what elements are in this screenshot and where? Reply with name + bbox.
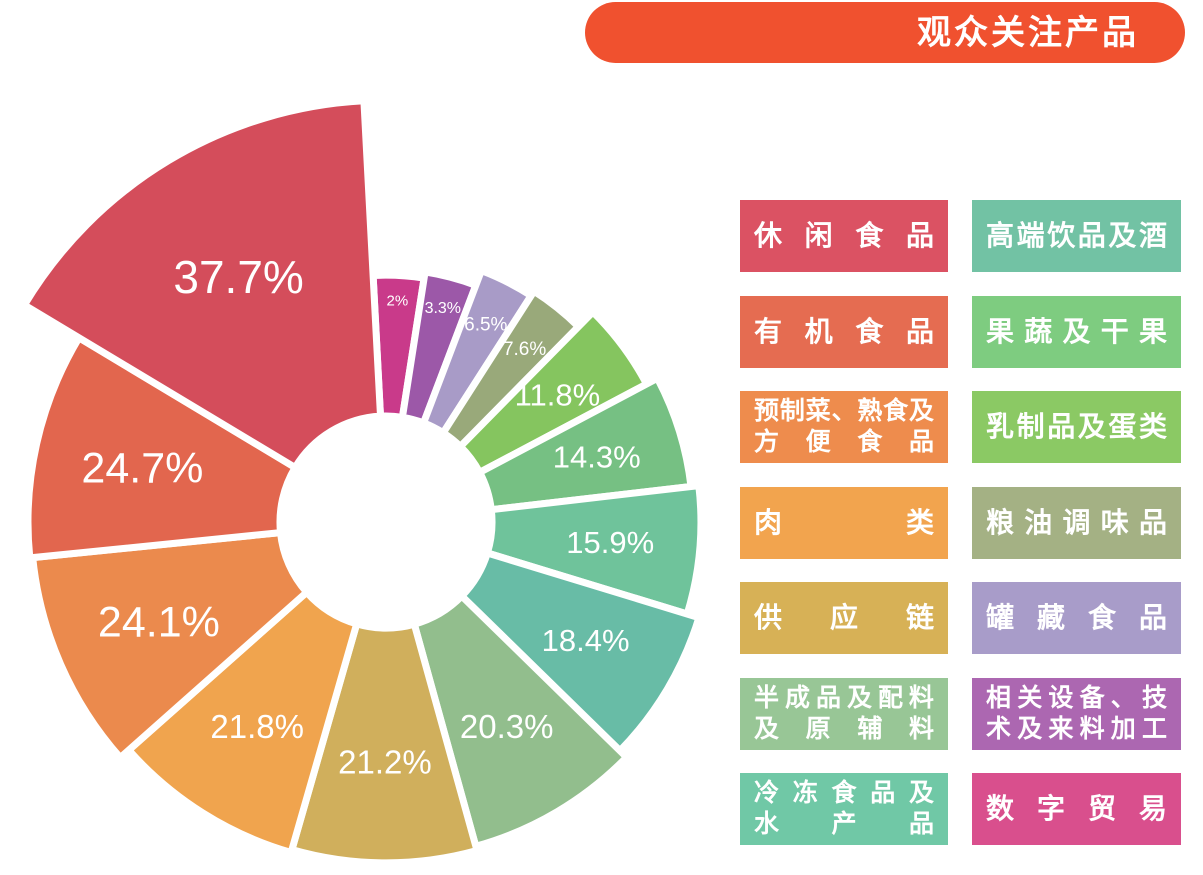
page-title: 观众关注产品 (917, 13, 1139, 52)
legend-item-13[interactable]: 冷冻食品及水产品 (740, 773, 948, 845)
pie-slice-14[interactable] (20, 97, 384, 471)
slice-value-label: 20.3% (460, 708, 554, 745)
pie-slice-7[interactable] (483, 482, 705, 618)
slice-value-label: 7.6% (503, 339, 546, 360)
legend-item-label: 相关设备、技 (986, 683, 1167, 712)
slice-value-label: 14.3% (553, 439, 641, 474)
legend-item-1[interactable]: 休闲食品 (740, 200, 948, 272)
legend-item-label: 数字贸易 (986, 793, 1167, 824)
pie-slice-9[interactable] (410, 592, 631, 850)
legend-item-label: 乳制品及蛋类 (986, 411, 1167, 442)
slice-value-label: 2% (387, 293, 409, 310)
legend-item-label: 方便食品 (754, 428, 934, 456)
legend-item-label: 及原辅料 (754, 714, 934, 743)
legend-item-label: 有机食品 (754, 315, 934, 347)
rose-chart: 2% 3.3%6.5% 7.6% 11.8% 14.3% 15.9% 18.4% 20.3% 2… (20, 97, 705, 867)
legend-item-label: 半成品及配料 (754, 683, 934, 712)
legend-item-label: 预制菜、熟食及 (754, 397, 934, 425)
legend-item-4[interactable]: 果蔬及干果 (972, 295, 1181, 368)
legend-item-8[interactable]: 粮油调味品 (972, 486, 1181, 559)
legend: 休闲食品 高端饮品及酒有机食品 果蔬及干果预制菜、熟食及方便食品 乳制品及蛋类肉类 粮油… (740, 200, 1181, 845)
title-banner: 观众关注产品 (585, 2, 1185, 63)
legend-item-label: 供应链 (754, 602, 934, 633)
pie-slice-13[interactable] (24, 334, 299, 562)
pie-slice-8[interactable] (458, 549, 703, 755)
legend-item-12[interactable]: 相关设备、技术及来料加工 (972, 677, 1181, 750)
legend-item-label: 冷冻食品及 (754, 779, 934, 807)
legend-item-5[interactable]: 预制菜、熟食及方便食品 (740, 391, 948, 463)
slice-value-label: 11.8% (515, 377, 601, 412)
legend-item-3[interactable]: 有机食品 (740, 295, 948, 368)
slice-value-label: 6.5% (464, 314, 507, 335)
slice-value-label: 18.4% (542, 623, 630, 658)
legend-item-label: 高端饮品及酒 (986, 220, 1167, 251)
legend-item-14[interactable]: 数字贸易 (972, 773, 1181, 845)
legend-item-11[interactable]: 半成品及配料及原辅料 (740, 677, 948, 750)
slice-value-label: 37.7% (173, 251, 303, 303)
slice-value-label: 3.3% (425, 300, 461, 317)
pie-slice-6[interactable] (476, 374, 695, 514)
legend-item-label: 术及来料加工 (986, 714, 1167, 743)
slice-value-label: 21.8% (210, 708, 304, 745)
legend-item-label: 肉类 (754, 506, 934, 538)
pie-slice-10[interactable] (288, 620, 481, 867)
legend-item-7[interactable]: 肉类 (740, 486, 948, 559)
slice-value-label: 15.9% (566, 525, 654, 560)
slice-value-label: 24.7% (81, 445, 203, 493)
pie-slice-12[interactable] (29, 529, 311, 762)
slice-value-label: 24.1% (98, 599, 220, 647)
legend-item-label: 罐藏食品 (986, 602, 1167, 633)
legend-item-10[interactable]: 罐藏食品 (972, 582, 1181, 654)
legend-item-2[interactable]: 高端饮品及酒 (972, 200, 1181, 272)
legend-item-label: 果蔬及干果 (986, 315, 1167, 347)
slice-value-label: 21.2% (338, 743, 432, 780)
pie-slice-11[interactable] (125, 588, 361, 856)
legend-item-label: 休闲食品 (754, 220, 934, 251)
legend-item-9[interactable]: 供应链 (740, 582, 948, 654)
rose-chart-area: 2% 3.3% 6.5% 7.6% 11.8% 14.3% 15.9% 18.4% 20.3% 2… (20, 97, 705, 867)
legend-item-6[interactable]: 乳制品及蛋类 (972, 391, 1181, 463)
legend-item-label: 水产品 (754, 810, 934, 838)
legend-item-label: 粮油调味品 (986, 506, 1167, 538)
pie-slice-5[interactable] (456, 308, 651, 476)
